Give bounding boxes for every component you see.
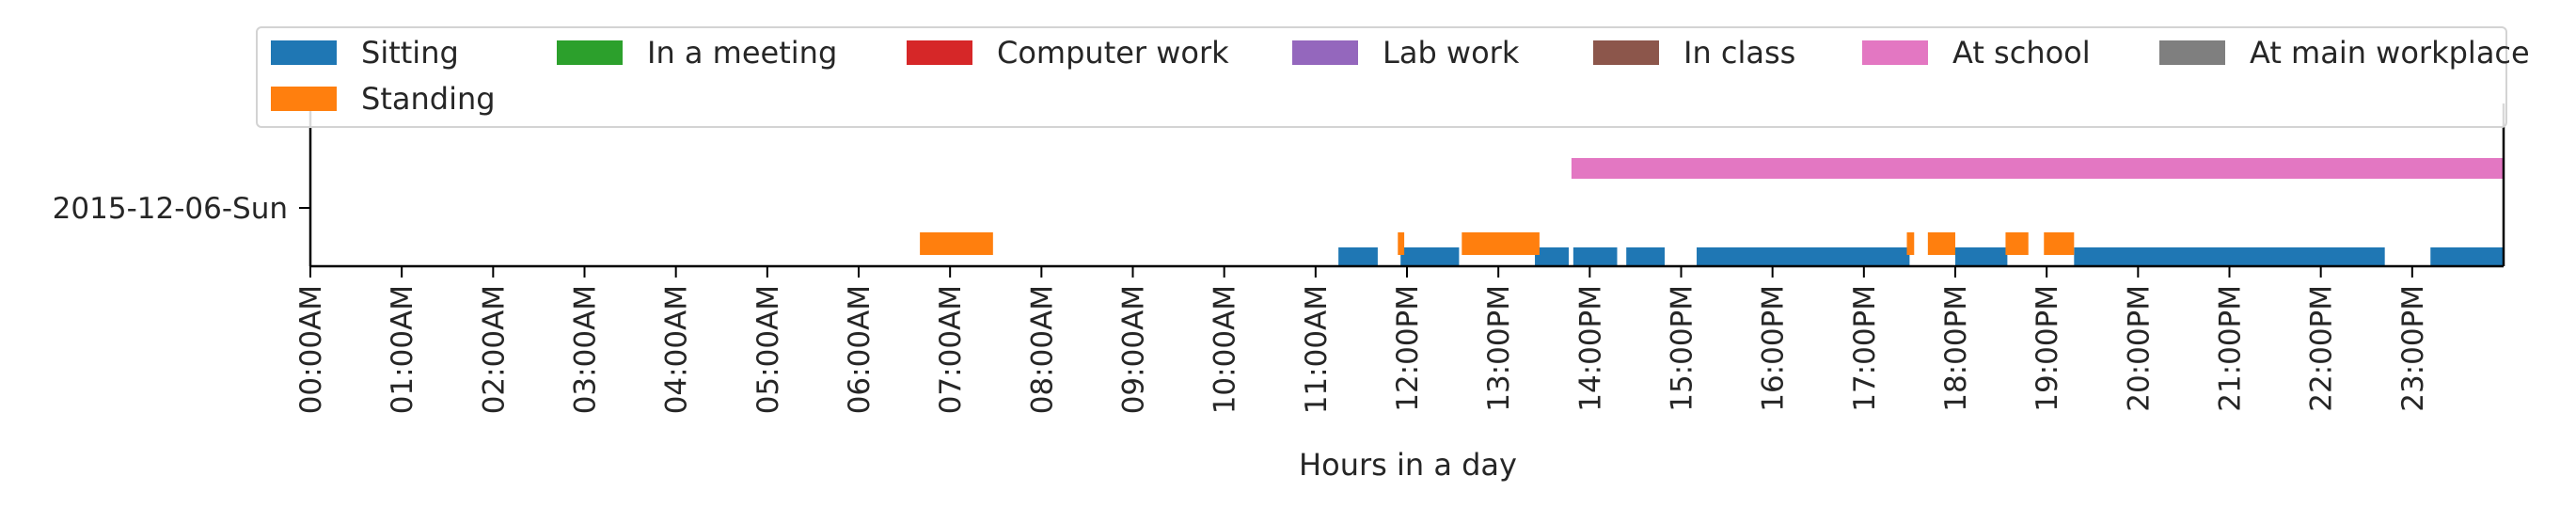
bar-sitting-5 bbox=[1697, 247, 1910, 266]
x-tick-label: 12:00PM bbox=[1391, 285, 1425, 412]
x-tick-label: 16:00PM bbox=[1757, 285, 1791, 412]
x-tick-label: 23:00PM bbox=[2396, 285, 2430, 412]
x-tick-label: 09:00AM bbox=[1117, 285, 1151, 414]
bar-sitting-4 bbox=[1626, 247, 1666, 266]
legend-item-computer-work: Computer work bbox=[907, 35, 1229, 71]
legend-label: Computer work bbox=[997, 35, 1229, 71]
x-tick-label: 11:00AM bbox=[1300, 285, 1334, 414]
x-axis-ticks: 00:00AM 01:00AM 02:00AM 03:00AM 04:00AM 05:00… bbox=[294, 266, 2430, 414]
legend-item-standing: Standing bbox=[271, 81, 496, 117]
bar-standing-5 bbox=[2005, 232, 2029, 255]
bar-sitting-1 bbox=[1400, 247, 1460, 266]
legend-swatch bbox=[907, 40, 972, 65]
bar-sitting-3 bbox=[1572, 247, 1618, 266]
x-tick-label: 10:00AM bbox=[1209, 285, 1242, 414]
bar-sitting-2 bbox=[1535, 247, 1569, 266]
x-tick-label: 01:00AM bbox=[386, 285, 419, 414]
legend-item-at-school: At school bbox=[1862, 35, 2091, 71]
legend-swatch bbox=[271, 40, 337, 65]
x-tick-label: 02:00AM bbox=[477, 285, 511, 414]
legend-item-lab-work: Lab work bbox=[1292, 35, 1520, 71]
legend-swatch bbox=[1292, 40, 1358, 65]
x-tick-label: 00:00AM bbox=[294, 285, 328, 414]
bar-sitting-0 bbox=[1338, 247, 1378, 266]
x-tick-label: 07:00AM bbox=[934, 285, 968, 414]
bar-standing-2 bbox=[1462, 232, 1540, 255]
legend-label: In a meeting bbox=[647, 35, 838, 71]
legend-swatch bbox=[2159, 40, 2225, 65]
legend-item-sitting: Sitting bbox=[271, 35, 459, 71]
bar-sitting-7 bbox=[2074, 247, 2385, 266]
bar-standing-0 bbox=[920, 232, 993, 255]
legend-label: Standing bbox=[361, 81, 496, 117]
x-tick-label: 20:00PM bbox=[2122, 285, 2156, 412]
bar-sitting-8 bbox=[2430, 247, 2504, 266]
legend-label: Sitting bbox=[361, 35, 459, 71]
legend-label: In class bbox=[1683, 35, 1796, 71]
legend: Sitting In a meeting Computer work Lab work… bbox=[256, 26, 2530, 128]
bar-standing-3 bbox=[1906, 232, 1915, 255]
x-tick-label: 14:00PM bbox=[1573, 285, 1607, 412]
x-tick-label: 15:00PM bbox=[1666, 285, 1699, 412]
x-tick-label: 21:00PM bbox=[2214, 285, 2248, 412]
x-tick-label: 22:00PM bbox=[2305, 285, 2339, 412]
x-tick-label: 19:00PM bbox=[2031, 285, 2064, 412]
x-tick-label: 18:00PM bbox=[1939, 285, 1973, 412]
bar-standing-1 bbox=[1398, 232, 1405, 255]
x-tick-label: 04:00AM bbox=[660, 285, 694, 414]
legend-item-in-a-meeting: In a meeting bbox=[557, 35, 838, 71]
x-tick-label: 05:00AM bbox=[751, 285, 785, 414]
x-tick-label: 03:00AM bbox=[569, 285, 603, 414]
legend-swatch bbox=[1862, 40, 1928, 65]
legend-label: Lab work bbox=[1383, 35, 1520, 71]
bar-standing-6 bbox=[2044, 232, 2075, 255]
legend-swatch bbox=[271, 87, 337, 111]
x-tick-label: 17:00PM bbox=[1848, 285, 1882, 412]
x-tick-label: 13:00PM bbox=[1482, 285, 1516, 412]
legend-label: At main workplace bbox=[2250, 35, 2530, 71]
y-tick-label: 2015-12-06-Sun bbox=[53, 192, 288, 226]
legend-item-in-class: In class bbox=[1593, 35, 1796, 71]
legend-label: At school bbox=[1952, 35, 2091, 71]
y-axis-ticks: 2015-12-06-Sun bbox=[53, 192, 310, 226]
legend-swatch bbox=[1593, 40, 1659, 65]
x-tick-label: 06:00AM bbox=[843, 285, 877, 414]
bar-sitting-6 bbox=[1955, 247, 2008, 266]
x-axis-label: Hours in a day bbox=[1299, 447, 1517, 483]
x-tick-label: 08:00AM bbox=[1025, 285, 1059, 414]
bar-standing-4 bbox=[1927, 232, 1955, 255]
legend-item-at-main-workplace: At main workplace bbox=[2159, 35, 2530, 71]
bar-at-school-0 bbox=[1571, 158, 2504, 179]
legend-swatch bbox=[557, 40, 623, 65]
activity-bars bbox=[920, 158, 2504, 266]
